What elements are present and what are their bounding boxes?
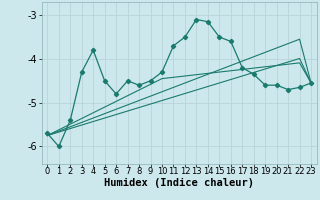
X-axis label: Humidex (Indice chaleur): Humidex (Indice chaleur): [104, 178, 254, 188]
